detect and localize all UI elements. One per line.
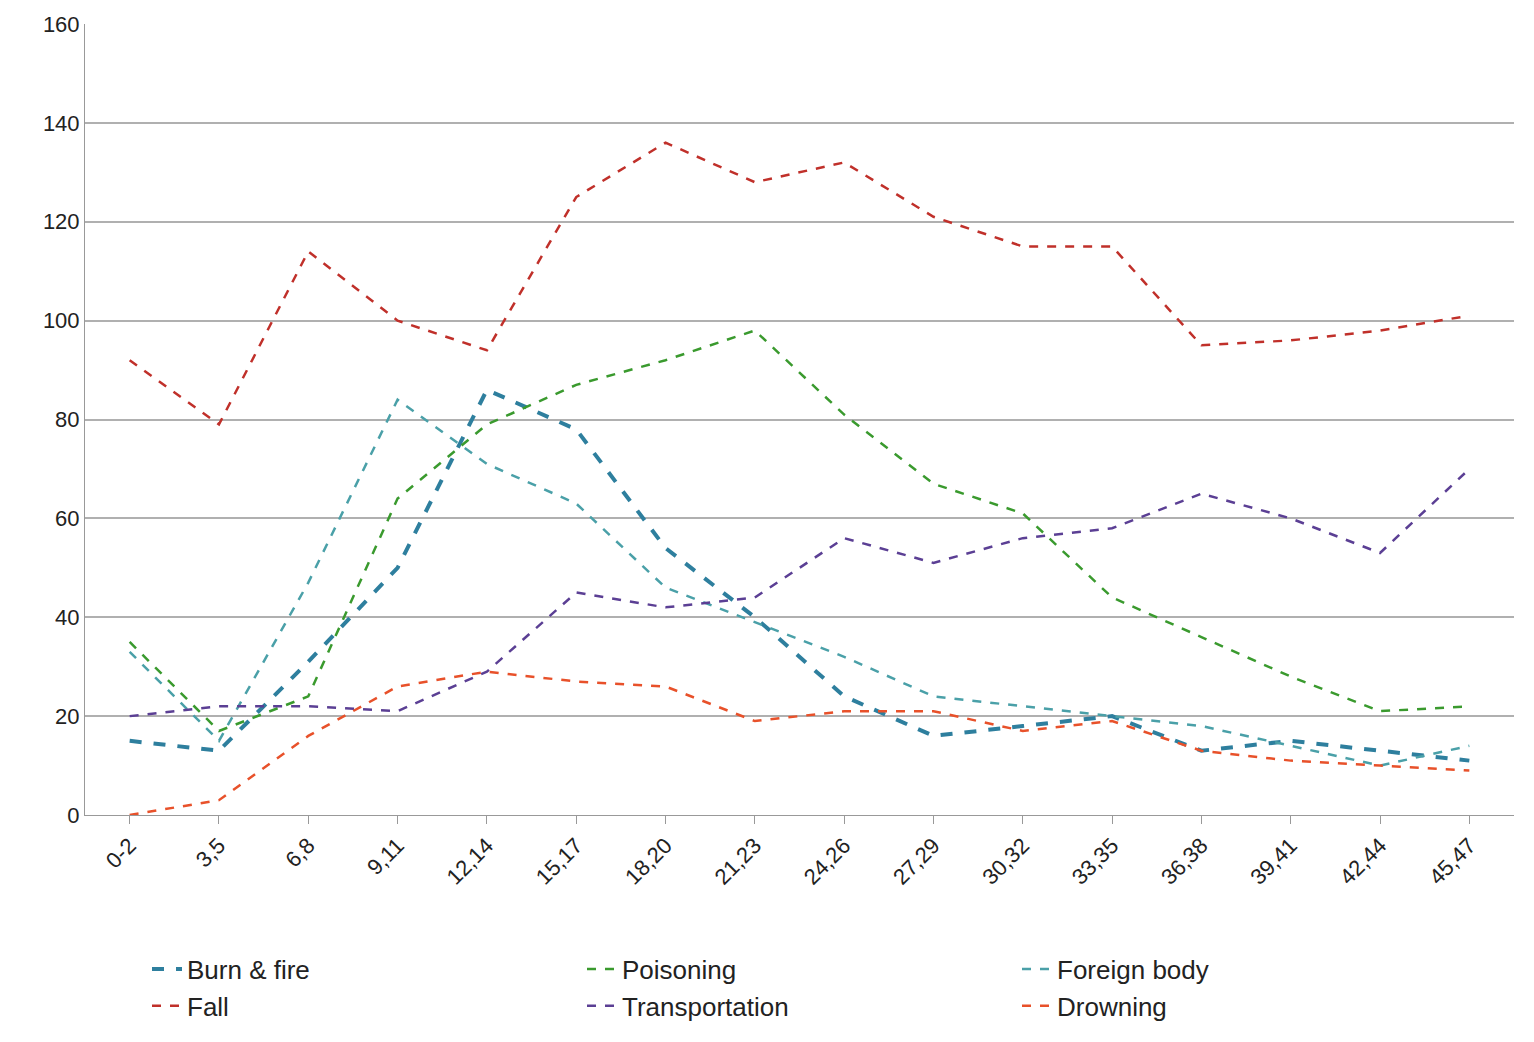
- svg-text:160: 160: [43, 12, 80, 37]
- svg-text:Poisoning: Poisoning: [622, 955, 736, 985]
- svg-text:42,44: 42,44: [1335, 833, 1392, 890]
- svg-text:36,38: 36,38: [1156, 833, 1213, 890]
- svg-text:15,17: 15,17: [531, 833, 588, 890]
- svg-text:12,14: 12,14: [442, 833, 499, 890]
- svg-text:120: 120: [43, 209, 80, 234]
- svg-text:Foreign body: Foreign body: [1057, 955, 1209, 985]
- svg-text:0-2: 0-2: [101, 833, 141, 873]
- svg-text:Burn & fire: Burn & fire: [187, 955, 310, 985]
- svg-text:6,8: 6,8: [280, 833, 319, 872]
- svg-text:20: 20: [55, 704, 79, 729]
- svg-text:Transportation: Transportation: [622, 992, 789, 1022]
- svg-text:0: 0: [67, 803, 79, 828]
- svg-text:30,32: 30,32: [977, 833, 1034, 890]
- svg-text:80: 80: [55, 407, 79, 432]
- svg-text:140: 140: [43, 111, 80, 136]
- svg-text:60: 60: [55, 506, 79, 531]
- svg-text:21,23: 21,23: [710, 833, 767, 890]
- svg-text:40: 40: [55, 605, 79, 630]
- svg-text:9,11: 9,11: [362, 833, 409, 880]
- svg-text:3,5: 3,5: [191, 833, 230, 872]
- svg-text:100: 100: [43, 308, 80, 333]
- svg-text:33,35: 33,35: [1067, 833, 1124, 890]
- svg-text:45,47: 45,47: [1424, 833, 1481, 890]
- svg-text:39,41: 39,41: [1245, 833, 1302, 890]
- svg-text:24,26: 24,26: [799, 833, 856, 890]
- svg-text:27,29: 27,29: [888, 833, 945, 890]
- svg-text:Drowning: Drowning: [1057, 992, 1167, 1022]
- svg-text:18,20: 18,20: [620, 833, 677, 890]
- svg-text:Fall: Fall: [187, 992, 229, 1022]
